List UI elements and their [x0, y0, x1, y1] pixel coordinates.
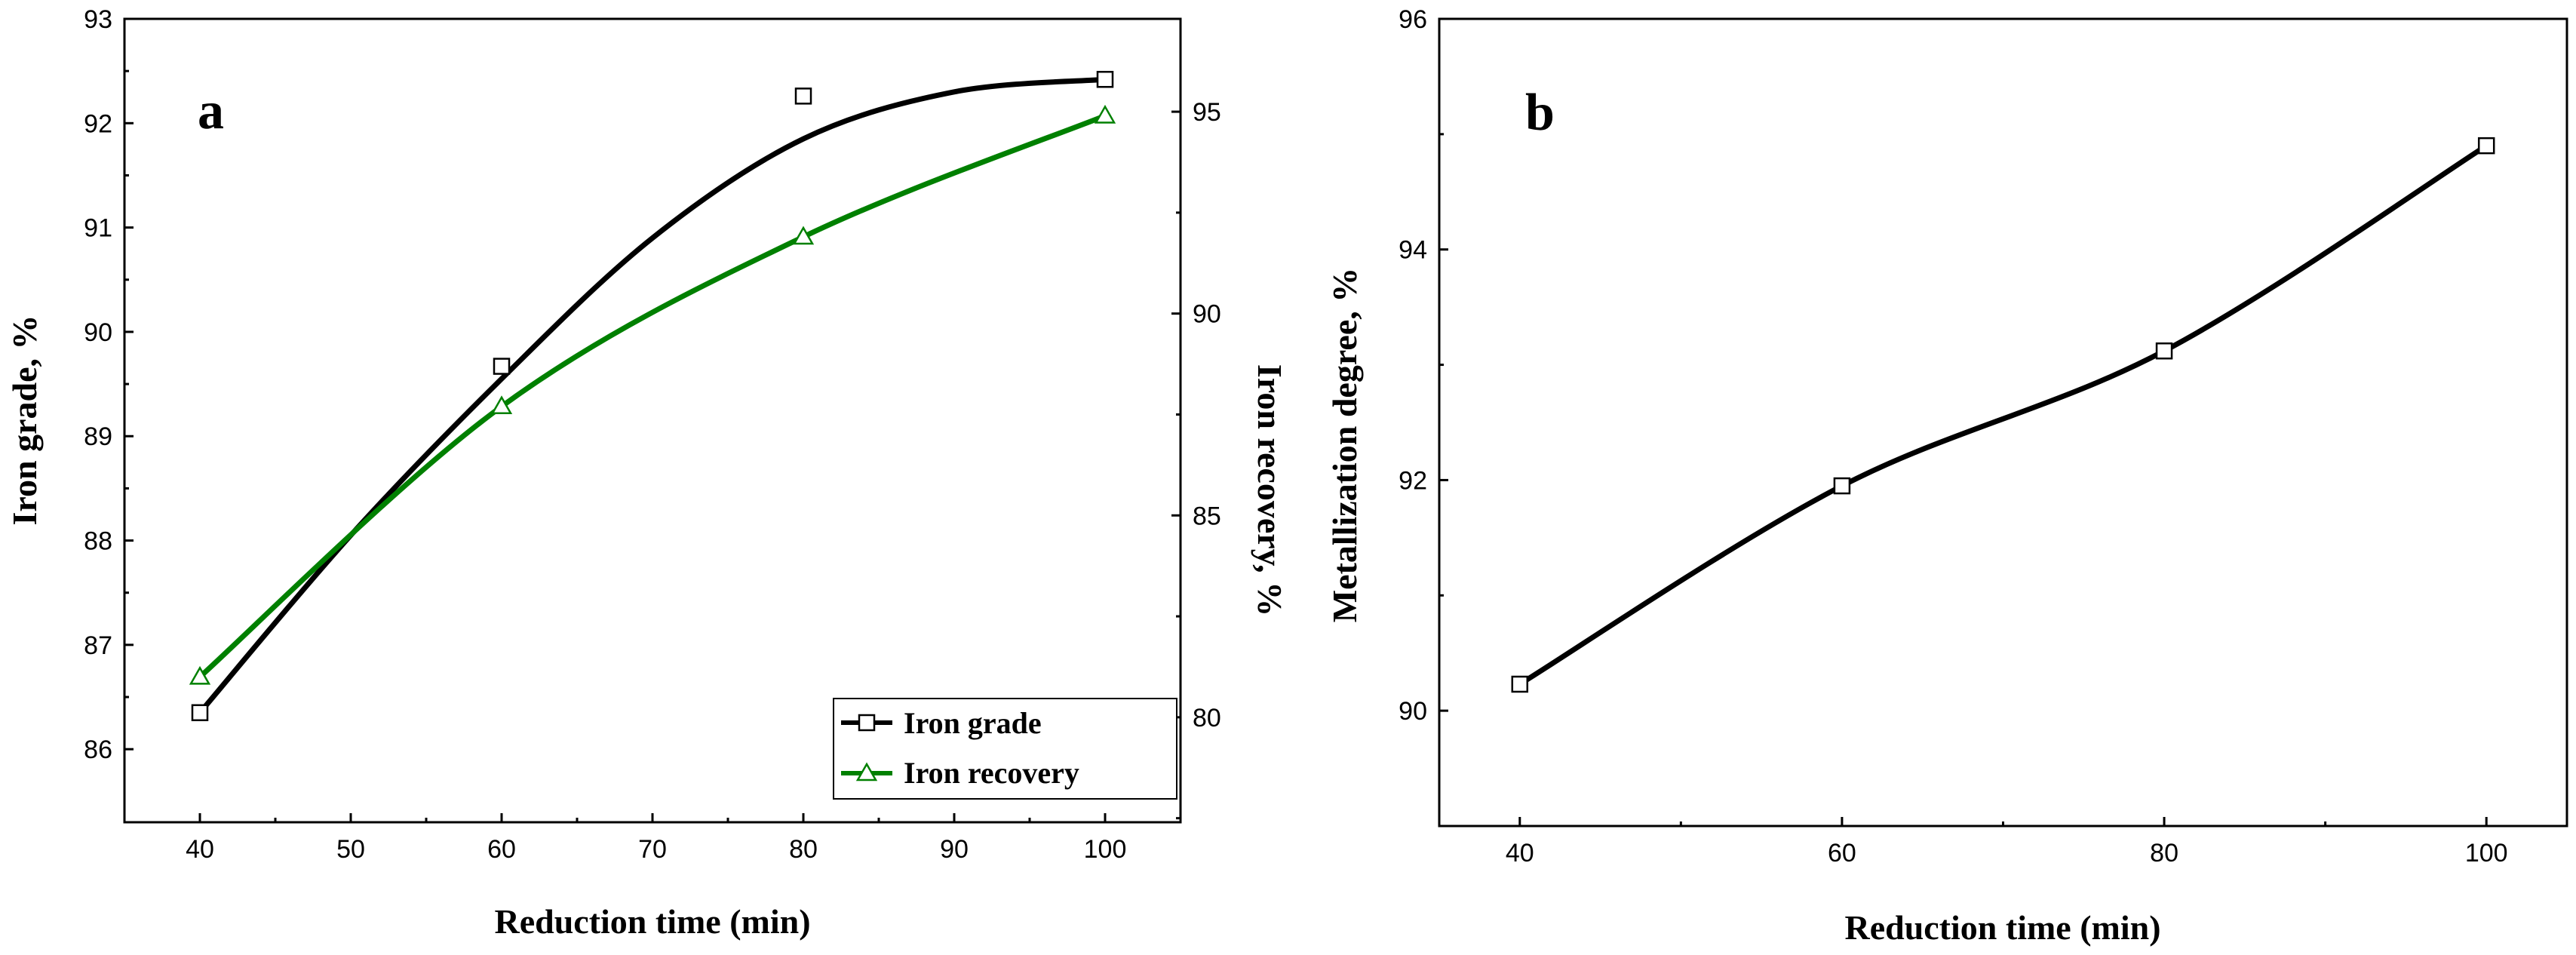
y-tick-label: 91 [84, 214, 112, 243]
y-tick-label: 90 [1399, 697, 1427, 726]
panel-a-series [189, 70, 1116, 722]
panel-a-x-axis-title: Reduction time (min) [494, 902, 810, 941]
y-tick-label: 89 [84, 422, 112, 451]
right-y-tick-label: 80 [1193, 704, 1221, 732]
series-iron-recovery-point [1094, 104, 1116, 124]
x-tick-label: 80 [789, 835, 818, 864]
panel-b-plot-frame [1438, 17, 2568, 828]
y-tick-label: 90 [84, 318, 112, 347]
series-iron-grade-point [493, 358, 511, 375]
x-tick-label: 60 [1828, 839, 1856, 867]
right-y-tick-label: 90 [1193, 300, 1221, 329]
x-tick-label: 40 [186, 835, 214, 864]
panel-a-left-y-axis: 86 87 88 89 90 91 92 93 [84, 5, 134, 764]
panel-b-series [1511, 137, 2495, 693]
right-y-tick-label: 85 [1193, 502, 1221, 530]
y-tick-label: 96 [1399, 5, 1427, 34]
panel-a-label: a [198, 82, 224, 140]
series-iron-recovery-point [792, 226, 815, 245]
series-metallization-point [1511, 675, 1529, 693]
panel-a-legend: Iron grade Iron recovery [833, 698, 1177, 800]
y-tick-label: 92 [84, 109, 112, 138]
legend-iron-grade-label: Iron grade [904, 706, 1042, 740]
y-tick-label: 93 [84, 5, 112, 34]
legend-iron-recovery-label: Iron recovery [904, 756, 1079, 790]
x-tick-label: 50 [336, 835, 365, 864]
panel-a-right-y-axis: 80 85 90 95 [1171, 98, 1221, 820]
y-tick-label: 94 [1399, 236, 1427, 265]
panel-b-x-axis: 40 60 80 100 [1506, 817, 2508, 867]
panel-b-y-axis: 90 92 94 96 [1399, 5, 1448, 828]
x-tick-label: 80 [2150, 839, 2178, 867]
series-iron-recovery-point [189, 665, 211, 685]
y-tick-label: 92 [1399, 466, 1427, 495]
x-tick-label: 100 [1084, 835, 1127, 864]
y-tick-label: 88 [84, 527, 112, 556]
series-iron-recovery-line [198, 113, 1107, 679]
series-metallization-point [1833, 477, 1851, 495]
series-iron-grade-line [198, 76, 1106, 715]
panel-a-x-axis: 40 50 60 70 80 90 100 [186, 813, 1126, 864]
y-tick-label: 86 [84, 735, 112, 764]
right-y-tick-label: 95 [1193, 98, 1221, 127]
series-metallization-point [2155, 342, 2173, 360]
y-tick-label: 87 [84, 631, 112, 660]
series-iron-recovery-point [490, 395, 513, 415]
legend-iron-recovery-marker [855, 762, 878, 782]
series-iron-grade-point [1096, 70, 1114, 88]
panel-b-chart: 40 60 80 100 90 92 94 96 b Reduction time (min… [1325, 5, 2568, 947]
series-metallization-line [1518, 143, 2488, 686]
series-iron-grade-point [794, 88, 812, 105]
series-iron-grade-point [191, 704, 209, 722]
x-tick-label: 70 [638, 835, 667, 864]
panel-b-x-axis-title: Reduction time (min) [1844, 908, 2160, 947]
panel-b-y-axis-title: Metallization degree, % [1325, 268, 1364, 623]
legend-iron-grade-marker [858, 714, 876, 732]
x-tick-label: 60 [487, 835, 516, 864]
panel-a-right-y-axis-title: Iron recovery, % [1251, 364, 1289, 616]
x-tick-label: 100 [2465, 839, 2508, 867]
panel-a-chart: 40 50 60 70 80 90 100 86 87 88 89 90 91 92 93 80 85 90 9… [5, 5, 1289, 941]
series-metallization-point [2477, 137, 2495, 155]
x-tick-label: 40 [1506, 839, 1534, 867]
x-tick-label: 90 [940, 835, 969, 864]
panel-b-label: b [1525, 84, 1555, 142]
legend-frame [833, 698, 1177, 800]
panel-a-left-y-axis-title: Iron grade, % [5, 315, 44, 526]
